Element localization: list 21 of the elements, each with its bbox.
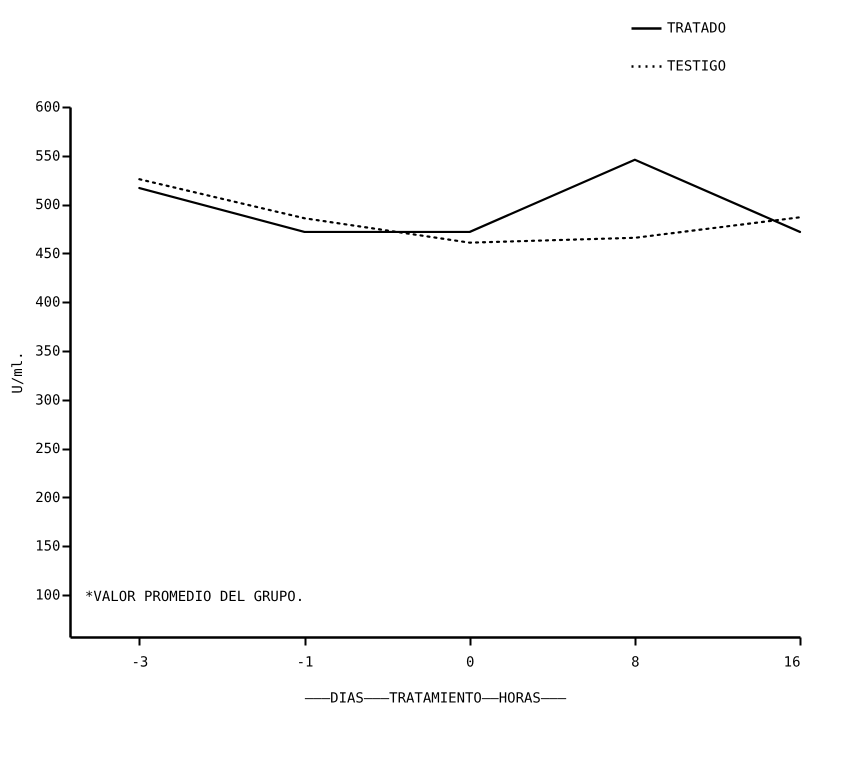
y-tick-label: 150 <box>35 538 60 555</box>
y-tick-label: 600 <box>35 100 60 116</box>
x-tick-label: -1 <box>296 654 314 670</box>
x-tick-label: -3 <box>131 654 148 670</box>
y-tick-label: 350 <box>35 344 60 360</box>
annotation: *VALOR PROMEDIO DEL GRUPO. <box>85 589 304 605</box>
x-tick-label: 16 <box>784 654 800 670</box>
x-axis-title: ———DIAS———TRATAMIENTO——HORAS——— <box>304 690 567 706</box>
y-tick-label: 300 <box>35 392 60 408</box>
legend-label: TESTIGO <box>667 58 726 74</box>
y-tick-label: 200 <box>35 490 60 506</box>
legend-label: TRATADO <box>667 20 726 36</box>
y-tick-label: 250 <box>35 441 60 458</box>
y-tick-label: 550 <box>35 148 60 164</box>
y-axis-title: U/ml. <box>10 351 26 394</box>
x-tick-label: 0 <box>466 654 474 670</box>
x-tick-label: 8 <box>631 654 640 670</box>
y-tick-label: 500 <box>35 197 60 214</box>
y-tick-label: 100 <box>35 588 60 604</box>
y-tick-label: 450 <box>35 246 60 262</box>
y-tick-label: 400 <box>35 294 60 311</box>
